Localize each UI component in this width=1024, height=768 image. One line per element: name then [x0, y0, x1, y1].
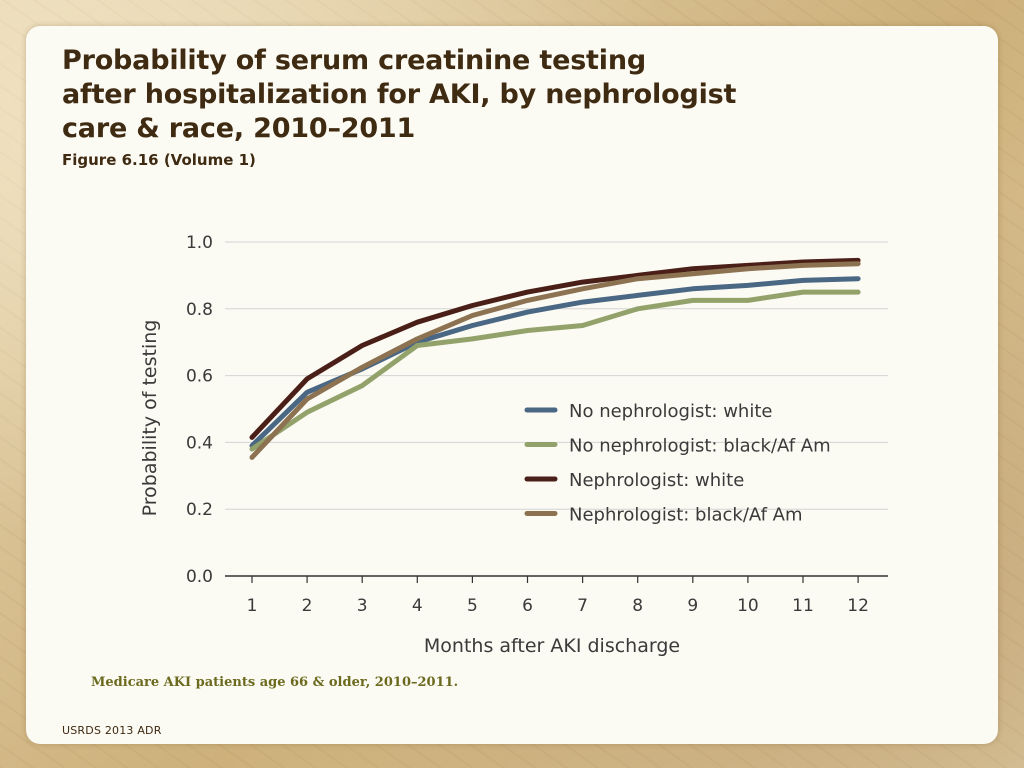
x-tick-label: 3	[357, 596, 368, 616]
title-line: after hospitalization for AKI, by nephro…	[62, 79, 737, 110]
figure-reference: Figure 6.16 (Volume 1)	[62, 151, 256, 169]
chart-caption: Medicare AKI patients age 66 & older, 20…	[91, 675, 459, 690]
series-line-3	[249, 257, 861, 440]
x-tick-label: 2	[302, 596, 313, 616]
legend-label: Nephrologist: white	[569, 470, 744, 491]
x-tick-label: 6	[522, 596, 533, 616]
slide-footer: USRDS 2013 ADR	[62, 724, 162, 737]
series-line-4	[249, 261, 861, 460]
x-tick-label: 12	[847, 596, 869, 616]
x-tick-label: 7	[577, 596, 588, 616]
legend-label: No nephrologist: black/Af Am	[569, 436, 831, 457]
y-tick-label: 0.2	[186, 500, 213, 520]
x-tick-label: 4	[412, 596, 423, 616]
x-tick-label: 11	[792, 596, 814, 616]
x-tick-label: 9	[687, 596, 698, 616]
x-tick-label: 1	[247, 596, 258, 616]
y-axis-label: Probability of testing	[139, 320, 161, 517]
y-tick-label: 0.0	[186, 567, 213, 587]
slide-panel	[26, 26, 998, 744]
y-tick-label: 1.0	[186, 233, 213, 253]
series-line-2	[249, 289, 861, 452]
title-line: care & race, 2010–2011	[62, 113, 416, 144]
slide-title: Probability of serum creatinine testing …	[62, 44, 822, 146]
x-tick-label: 5	[467, 596, 478, 616]
x-axis-label: Months after AKI discharge	[424, 635, 680, 657]
y-tick-label: 0.8	[186, 300, 213, 320]
legend-label: No nephrologist: white	[569, 401, 772, 422]
x-tick-label: 10	[737, 596, 759, 616]
x-tick-label: 8	[632, 596, 643, 616]
y-tick-label: 0.6	[186, 367, 213, 387]
legend-label: Nephrologist: black/Af Am	[569, 505, 802, 526]
y-tick-label: 0.4	[186, 433, 213, 453]
title-line: Probability of serum creatinine testing	[62, 45, 646, 76]
